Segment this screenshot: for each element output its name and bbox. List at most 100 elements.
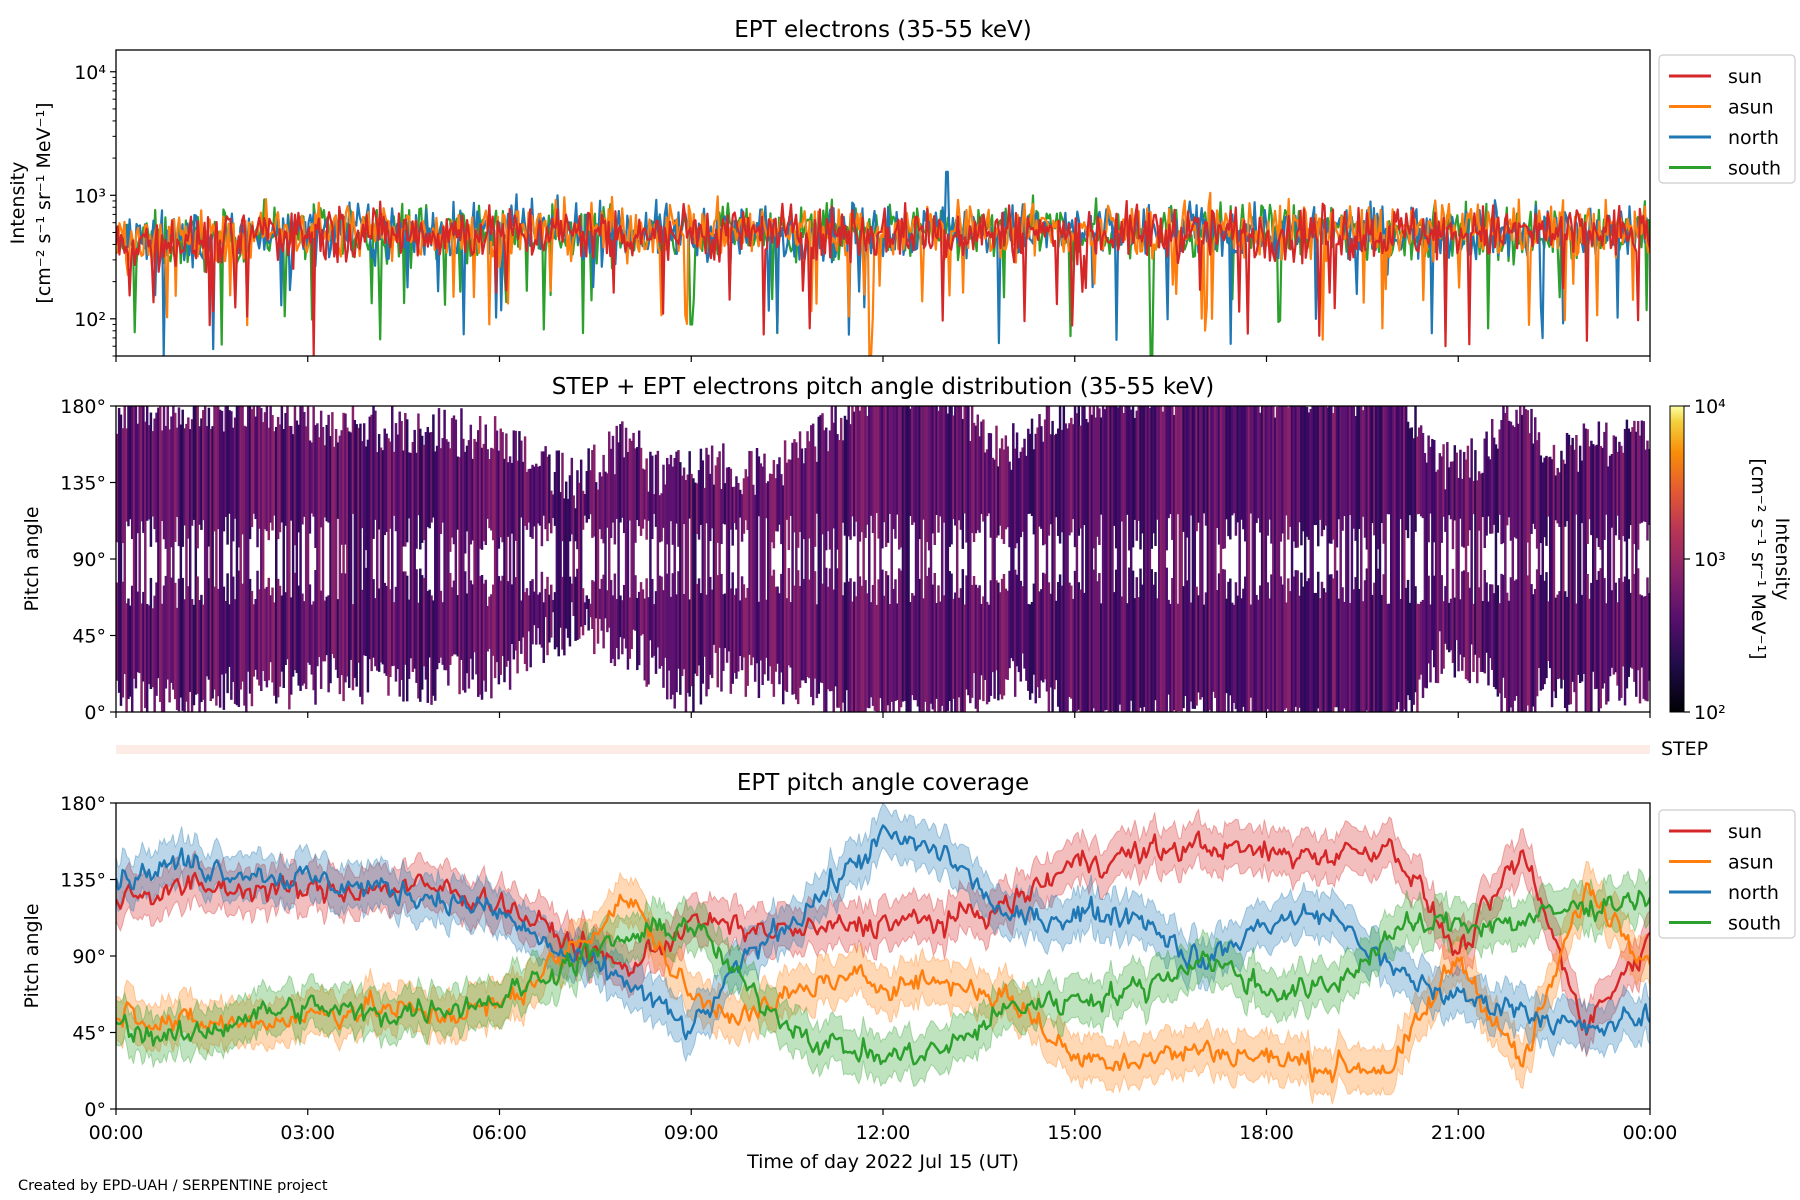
pad-bar — [1547, 601, 1550, 662]
pad-bar — [1524, 409, 1528, 712]
pad-bar — [276, 578, 280, 698]
pad-bar — [768, 473, 772, 667]
pad-bar — [1360, 406, 1363, 712]
pad-bar — [1264, 406, 1268, 712]
pad-bar — [248, 578, 252, 694]
pad-bar — [929, 406, 933, 704]
pad-bar — [1199, 406, 1202, 700]
pad-bar — [125, 603, 128, 712]
pad-bar — [1447, 467, 1451, 516]
pad-bar — [1275, 406, 1279, 712]
pad-bar — [1590, 582, 1593, 712]
pad-bar — [974, 584, 978, 709]
pad-bar — [1154, 572, 1157, 701]
pad-bar — [1148, 407, 1152, 712]
pad-bar — [551, 599, 555, 613]
pad-bar — [155, 582, 158, 696]
pad-bar — [1532, 443, 1535, 524]
pad-bar — [149, 412, 153, 547]
pad-bar — [1373, 582, 1376, 712]
pad-bar — [183, 428, 186, 526]
pad-bar — [1017, 458, 1021, 673]
pad-bar — [1534, 417, 1537, 530]
panel2-ylabel: Pitch angle — [21, 506, 43, 611]
pad-bar — [1317, 571, 1320, 709]
pad-bar — [533, 466, 536, 527]
pad-bar — [1154, 406, 1157, 546]
pad-bar — [1302, 406, 1305, 532]
pad-bar — [289, 597, 293, 695]
pad-bar — [1244, 406, 1247, 542]
pad-bar — [1640, 420, 1644, 523]
pad-bar — [624, 427, 628, 649]
pad-bar — [1532, 594, 1535, 707]
pad-bar — [654, 591, 658, 674]
pad-bar — [396, 434, 400, 670]
pad-bar — [593, 444, 596, 537]
pad-bar — [1197, 595, 1200, 693]
pad-bar — [1331, 413, 1335, 540]
pad-bar — [1070, 585, 1073, 699]
pad-bar — [770, 575, 774, 684]
pad-bar — [1262, 406, 1266, 712]
pad-bar — [1079, 425, 1082, 529]
pad-bar — [1601, 447, 1604, 689]
pad-bar — [213, 406, 216, 532]
pad-bar — [978, 436, 981, 533]
pad-bar — [1487, 601, 1490, 686]
panel1-frame — [115, 49, 1651, 357]
pad-bar — [1423, 453, 1427, 688]
pad-bar — [420, 435, 424, 543]
pad-bar — [737, 482, 740, 672]
pad-bar — [497, 576, 501, 685]
pad-bar — [392, 602, 396, 666]
pad-bar — [344, 413, 347, 545]
pad-bar — [405, 419, 409, 543]
pad-bar — [1556, 467, 1559, 524]
pad-bar — [1490, 418, 1494, 534]
pad-bar — [1462, 570, 1466, 658]
pad-bar — [1511, 425, 1515, 712]
pad-bar — [327, 595, 330, 693]
pad-bar — [1625, 419, 1629, 689]
pad-bar — [1088, 406, 1092, 712]
pad-bar — [338, 435, 342, 695]
pad-bar — [1077, 582, 1081, 710]
pad-bar — [361, 441, 364, 529]
pad-bar — [1541, 462, 1544, 690]
pad-bar — [1283, 406, 1286, 710]
pad-bar — [1485, 431, 1488, 536]
pad-bar — [1012, 423, 1015, 662]
panel3-xticks: 00:00 03:00 06:00 09:00 12:00 15:00 18:00 21:00… — [89, 1109, 1677, 1144]
pad-bar — [1606, 466, 1610, 702]
pad-bar — [1341, 587, 1344, 712]
xtick-label: 06:00 — [472, 1122, 527, 1144]
pad-bar — [598, 588, 602, 619]
pad-bar — [714, 465, 718, 653]
pad-bar — [1249, 604, 1253, 698]
pad-bar — [1255, 594, 1258, 712]
pad-bar — [995, 425, 998, 538]
pad-bar — [1113, 406, 1116, 526]
pad-bar — [1595, 579, 1599, 689]
pad-bar — [1105, 406, 1109, 711]
pad-bar — [310, 604, 314, 675]
pad-bar — [1419, 425, 1423, 517]
pad-bar — [273, 431, 276, 516]
pad-bar — [641, 589, 645, 635]
pad-bar — [883, 595, 886, 712]
pad-bar — [1477, 471, 1481, 531]
pad-bar — [931, 406, 935, 534]
pad-bar — [273, 602, 276, 696]
pad-bar — [490, 594, 493, 699]
pad-bar — [587, 448, 590, 520]
pad-bar — [130, 585, 134, 712]
pad-bar — [793, 439, 796, 533]
pad-bar — [1049, 434, 1052, 525]
pad-bar — [312, 601, 315, 691]
pad-bar — [542, 602, 545, 663]
pad-bar — [1294, 570, 1298, 707]
pad-bar — [991, 457, 994, 673]
pad-bar — [142, 591, 145, 682]
pad-bar — [877, 579, 880, 712]
